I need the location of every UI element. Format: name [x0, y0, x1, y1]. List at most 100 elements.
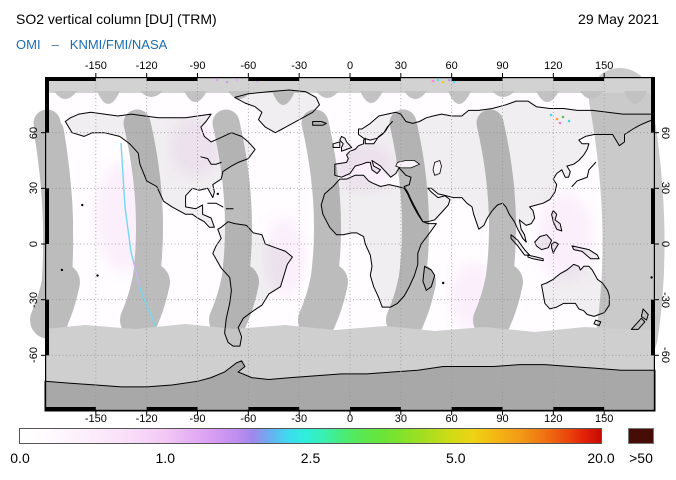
orbit-gap-band-south [386, 263, 436, 339]
row-anomaly-line [120, 142, 157, 328]
orbit-gap-band-south [298, 263, 348, 339]
retrieval-artifact-dot [225, 80, 229, 84]
lat-label-left: -30 [28, 291, 40, 308]
high-latitude-gap-claw [404, 91, 427, 99]
date-label: 29 May 2021 [578, 11, 659, 27]
lake-outline [432, 159, 442, 176]
lon-label-top: 150 [594, 60, 614, 72]
lon-label-bottom: -120 [135, 413, 158, 425]
lon-label-top: 30 [394, 60, 407, 72]
lat-label-right: -60 [659, 347, 671, 364]
coastline [551, 210, 563, 232]
high-latitude-gap-claw [360, 91, 383, 103]
colorbar-value-label: 2.5 [300, 450, 321, 466]
retrieval-artifact-dot [431, 79, 435, 83]
island-dot [650, 276, 653, 279]
retrieval-artifact-dot [235, 78, 239, 82]
high-latitude-gap-claw [316, 91, 339, 98]
colorbar-value-label: 20.0 [587, 450, 615, 466]
coastline [527, 254, 544, 262]
lon-label-bottom: -150 [84, 413, 107, 425]
island-dot [441, 281, 445, 285]
coastline [64, 111, 256, 228]
retrieval-artifact-dot [567, 119, 571, 123]
lon-label-bottom: 0 [346, 413, 354, 425]
coastline [571, 245, 600, 260]
retrieval-artifact-dot [215, 78, 219, 82]
lat-label-left: 30 [28, 182, 40, 195]
source-separator: – [51, 37, 59, 52]
high-latitude-gap-claw [97, 91, 120, 104]
island-dot [81, 203, 84, 207]
coastline [422, 265, 436, 291]
data-source-line: OMI – KNMI/FMI/NASA [16, 37, 167, 52]
coastline [339, 135, 353, 152]
lon-label-top: -90 [189, 60, 206, 72]
lon-label-bottom: -90 [189, 413, 206, 425]
so2-faint-signal-patch [265, 217, 305, 297]
retrieval-artifact-dot [447, 78, 451, 82]
coastline [551, 241, 559, 254]
orbit-gap-band-south [473, 263, 523, 339]
high-latitude-gap-claw [54, 91, 77, 99]
dateline-gap-wedge [589, 68, 665, 366]
orbit-gap-band-south [209, 263, 259, 339]
lon-label-bottom: -60 [240, 413, 257, 425]
colorbar-value-label: 5.0 [446, 450, 466, 466]
coastline-detail [207, 202, 224, 208]
high-latitude-gap-claw [624, 91, 647, 104]
retrieval-artifact-dot [549, 113, 553, 117]
coastline [234, 89, 320, 134]
coastline [630, 317, 646, 330]
orbit-gap-band-south [120, 263, 170, 339]
row-anomaly-line-secondary [132, 258, 140, 286]
high-latitude-gap-claw [492, 91, 515, 97]
island-dot [60, 268, 64, 272]
lon-label-top: -150 [84, 60, 107, 72]
lon-label-top: 120 [544, 60, 563, 72]
lon-label-bottom: 30 [394, 413, 407, 425]
lon-label-bottom: 150 [594, 413, 614, 425]
lat-label-right: 60 [659, 126, 671, 139]
high-latitude-gap-claw [448, 91, 471, 104]
high-latitude-gap-claw [228, 91, 251, 99]
coastline [332, 141, 341, 148]
colorbar [19, 428, 602, 444]
retrieval-artifact-dot [561, 115, 565, 119]
retrieval-artifact-dot [558, 121, 562, 125]
instrument-label: OMI [16, 37, 41, 52]
colorbar-overflow-box [628, 428, 654, 444]
lon-label-top: 0 [346, 60, 354, 72]
coastline [212, 221, 293, 347]
lon-label-bottom: -30 [291, 413, 308, 425]
colorbar-value-label: 0.0 [10, 450, 30, 466]
orbit-gap-band-left-edge [34, 117, 74, 337]
coastline [320, 174, 437, 308]
retrieval-artifact-dot [436, 78, 440, 82]
island-dot [216, 192, 220, 196]
lon-label-bottom: 120 [544, 413, 563, 425]
lake-outline [395, 160, 421, 169]
coastline [640, 308, 649, 321]
coastline-detail [571, 161, 597, 187]
lon-label-top: 60 [445, 60, 458, 72]
agencies-label: KNMI/FMI/NASA [69, 37, 168, 52]
coastline [593, 319, 602, 327]
high-latitude-gap-claw [140, 91, 163, 97]
lat-label-left: -60 [28, 347, 40, 364]
high-latitude-gap-claw [272, 91, 295, 105]
lat-label-right: 0 [659, 240, 671, 248]
coastline [510, 234, 531, 256]
colorbar-value-label: 1.0 [155, 450, 175, 466]
world-map-plot [30, 68, 665, 415]
high-latitude-gap-claw [184, 91, 207, 102]
island-dot [96, 274, 99, 277]
lon-label-top: 90 [496, 60, 509, 72]
lon-label-top: -60 [240, 60, 257, 72]
coastline [541, 263, 610, 317]
retrieval-artifact-dot [555, 117, 559, 121]
page-title: SO2 vertical column [DU] (TRM) [16, 11, 217, 27]
lat-label-left: 60 [28, 126, 40, 139]
so2-faint-signal-patch [537, 192, 593, 282]
retrieval-artifact-dot [452, 80, 456, 84]
